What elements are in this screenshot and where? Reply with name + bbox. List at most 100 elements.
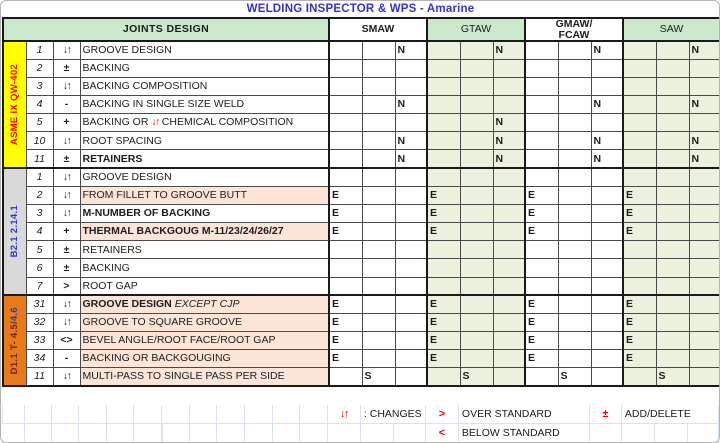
- mark-cell[interactable]: E: [622, 294, 657, 314]
- mark-cell[interactable]: [557, 185, 592, 205]
- change-symbol-cell[interactable]: ↓↑: [52, 185, 81, 205]
- mark-cell[interactable]: S: [557, 367, 592, 387]
- mark-cell[interactable]: N: [394, 149, 428, 169]
- mark-cell[interactable]: [459, 167, 494, 187]
- row-number-cell[interactable]: 5: [25, 113, 54, 133]
- mark-cell[interactable]: E: [524, 185, 559, 205]
- mark-cell[interactable]: [590, 276, 624, 296]
- mark-cell[interactable]: [524, 94, 559, 115]
- mark-cell[interactable]: [557, 167, 592, 187]
- mark-cell[interactable]: [459, 240, 494, 260]
- mark-cell[interactable]: [361, 94, 396, 115]
- mark-cell[interactable]: S: [361, 367, 396, 387]
- mark-cell[interactable]: [590, 240, 624, 260]
- mark-cell[interactable]: [361, 185, 396, 205]
- mark-cell[interactable]: [557, 349, 592, 369]
- mark-cell[interactable]: [492, 330, 526, 351]
- mark-cell[interactable]: [492, 203, 526, 224]
- mark-cell[interactable]: [426, 258, 461, 278]
- mark-cell[interactable]: N: [688, 149, 720, 169]
- mark-cell[interactable]: [361, 167, 396, 187]
- row-number-cell[interactable]: 2: [25, 185, 54, 205]
- mark-cell[interactable]: [426, 94, 461, 115]
- mark-cell[interactable]: E: [622, 203, 657, 224]
- mark-cell[interactable]: [361, 222, 396, 242]
- mark-cell[interactable]: [459, 312, 494, 333]
- mark-cell[interactable]: [492, 349, 526, 369]
- mark-cell[interactable]: [688, 203, 720, 224]
- mark-cell[interactable]: [361, 330, 396, 351]
- mark-cell[interactable]: [459, 185, 494, 205]
- mark-cell[interactable]: [459, 294, 494, 314]
- mark-cell[interactable]: [426, 276, 461, 296]
- mark-cell[interactable]: [590, 203, 624, 224]
- mark-cell[interactable]: E: [426, 185, 461, 205]
- mark-cell[interactable]: [622, 367, 657, 387]
- mark-cell[interactable]: [557, 240, 592, 260]
- mark-cell[interactable]: [655, 258, 690, 278]
- change-symbol-cell[interactable]: ↓↑: [52, 167, 81, 187]
- mark-cell[interactable]: [361, 39, 396, 60]
- mark-cell[interactable]: [524, 167, 559, 187]
- mark-cell[interactable]: [557, 39, 592, 60]
- mark-cell[interactable]: [492, 240, 526, 260]
- mark-cell[interactable]: [492, 94, 526, 115]
- mark-cell[interactable]: [590, 312, 624, 333]
- mark-cell[interactable]: [590, 113, 624, 133]
- row-number-cell[interactable]: 7: [25, 276, 54, 296]
- group-label[interactable]: D1.1 T- 4.5/4.6: [2, 294, 27, 387]
- mark-cell[interactable]: [655, 39, 690, 60]
- mark-cell[interactable]: [394, 349, 428, 369]
- mark-cell[interactable]: [361, 113, 396, 133]
- mark-cell[interactable]: [688, 312, 720, 333]
- mark-cell[interactable]: [328, 276, 363, 296]
- mark-cell[interactable]: [426, 131, 461, 151]
- mark-cell[interactable]: [524, 76, 559, 96]
- row-number-cell[interactable]: 10: [25, 131, 54, 151]
- change-symbol-cell[interactable]: ↓↑: [52, 39, 81, 60]
- mark-cell[interactable]: [590, 185, 624, 205]
- mark-cell[interactable]: E: [328, 294, 363, 314]
- row-number-cell[interactable]: 11: [25, 149, 54, 169]
- mark-cell[interactable]: [590, 367, 624, 387]
- mark-cell[interactable]: [622, 149, 657, 169]
- mark-cell[interactable]: E: [622, 185, 657, 205]
- mark-cell[interactable]: N: [394, 94, 428, 115]
- mark-cell[interactable]: [688, 113, 720, 133]
- mark-cell[interactable]: E: [426, 203, 461, 224]
- mark-cell[interactable]: [361, 76, 396, 96]
- mark-cell[interactable]: N: [590, 39, 624, 60]
- mark-cell[interactable]: E: [524, 294, 559, 314]
- mark-cell[interactable]: [655, 76, 690, 96]
- change-symbol-cell[interactable]: -: [52, 94, 81, 115]
- mark-cell[interactable]: E: [426, 349, 461, 369]
- mark-cell[interactable]: [459, 76, 494, 96]
- change-symbol-cell[interactable]: >: [52, 276, 81, 296]
- row-number-cell[interactable]: 2: [25, 58, 54, 78]
- mark-cell[interactable]: [492, 294, 526, 314]
- mark-cell[interactable]: E: [328, 330, 363, 351]
- row-number-cell[interactable]: 11: [25, 367, 54, 387]
- mark-cell[interactable]: [688, 330, 720, 351]
- row-number-cell[interactable]: 5: [25, 240, 54, 260]
- mark-cell[interactable]: [524, 58, 559, 78]
- mark-cell[interactable]: [590, 58, 624, 78]
- mark-cell[interactable]: [492, 276, 526, 296]
- process-header-gmaw-fcaw[interactable]: GMAW/FCAW: [524, 17, 624, 42]
- row-number-cell[interactable]: 34: [25, 349, 54, 369]
- row-number-cell[interactable]: 4: [25, 222, 54, 242]
- mark-cell[interactable]: E: [622, 312, 657, 333]
- mark-cell[interactable]: [394, 167, 428, 187]
- mark-cell[interactable]: [688, 76, 720, 96]
- mark-cell[interactable]: S: [459, 367, 494, 387]
- mark-cell[interactable]: [655, 276, 690, 296]
- mark-cell[interactable]: [459, 203, 494, 224]
- mark-cell[interactable]: [655, 240, 690, 260]
- mark-cell[interactable]: [557, 203, 592, 224]
- mark-cell[interactable]: [688, 185, 720, 205]
- mark-cell[interactable]: [459, 222, 494, 242]
- mark-cell[interactable]: N: [688, 131, 720, 151]
- mark-cell[interactable]: [459, 58, 494, 78]
- mark-cell[interactable]: [590, 222, 624, 242]
- mark-cell[interactable]: [688, 276, 720, 296]
